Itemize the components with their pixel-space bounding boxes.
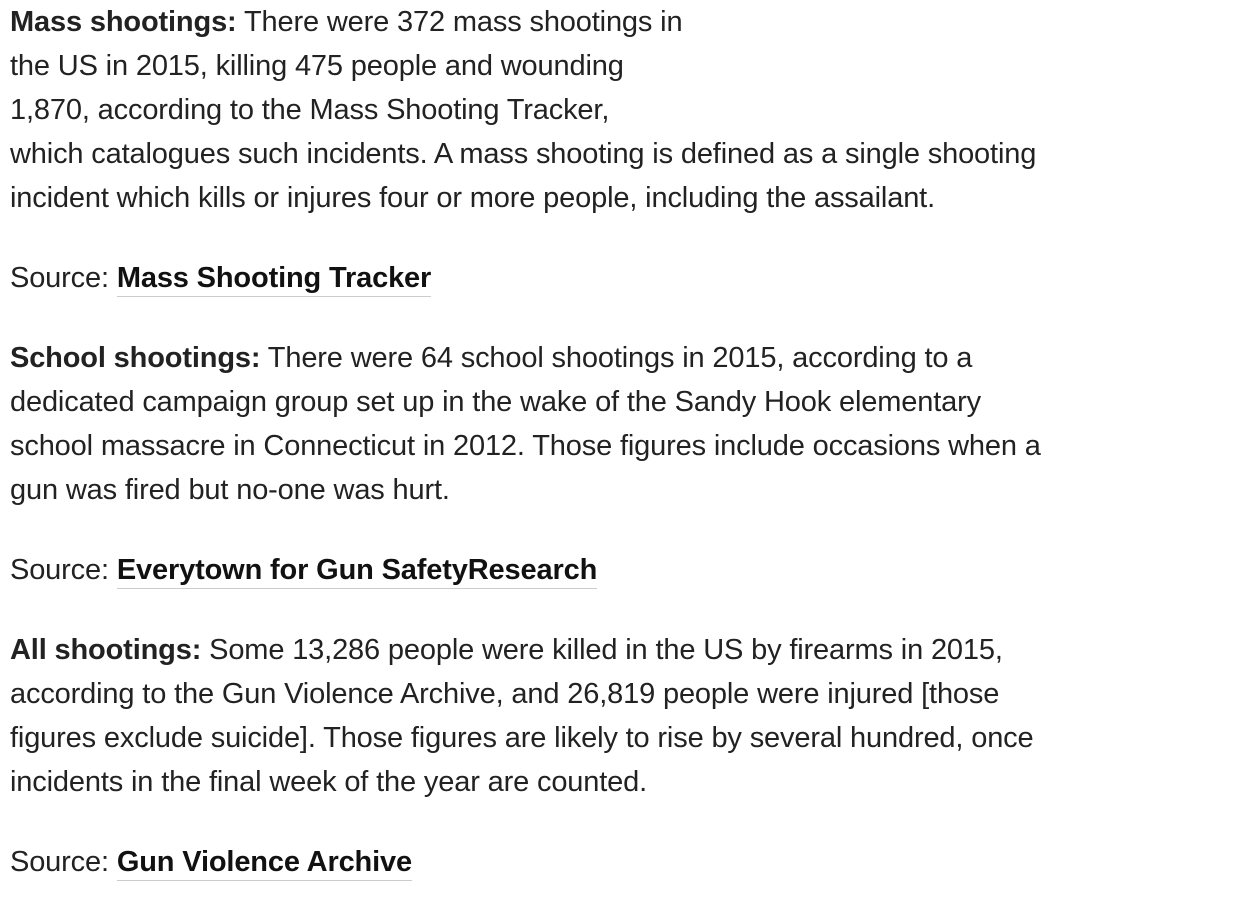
paragraph-line: the US in 2015, killing 475 people and w… [10, 50, 624, 82]
source-link-mass-shooting-tracker[interactable]: Mass Shooting Tracker [116, 262, 431, 297]
paragraph-text: There were 64 school shootings in 2015, … [267, 342, 973, 374]
mass-shootings-section: Mass shootings: There were 372 mass shoo… [10, 0, 1190, 300]
paragraph-line: which catalogues such incidents. A mass … [10, 138, 1037, 170]
source-line: Source: Gun Violence Archive [10, 840, 1190, 884]
school-shootings-paragraph: School shootings: There were 64 school s… [10, 336, 1190, 512]
paragraph-line: All shootings: Some 13,286 people were k… [10, 628, 1190, 672]
paragraph-line: gun was fired but no-one was hurt. [10, 474, 450, 506]
paragraph-line: figures exclude suicide]. Those figures … [10, 722, 1034, 754]
source-link-everytown[interactable]: Everytown for Gun SafetyResearch [116, 554, 597, 589]
paragraph-line: School shootings: There were 64 school s… [10, 336, 1190, 380]
source-link-gun-violence-archive[interactable]: Gun Violence Archive [116, 846, 412, 881]
paragraph-line: incident which kills or injures four or … [10, 182, 935, 214]
source-line: Source: Everytown for Gun SafetyResearch [10, 548, 1190, 592]
source-prefix: Source: [10, 554, 109, 586]
section-heading: All shootings: [10, 634, 202, 666]
paragraph-text: Some 13,286 people were killed in the US… [209, 634, 1003, 666]
paragraph-line: school massacre in Connecticut in 2012. … [10, 430, 1041, 462]
paragraph-text: There were 372 mass shootings in [243, 6, 683, 38]
source-prefix: Source: [10, 846, 109, 878]
source-line: Source: Mass Shooting Tracker [10, 256, 1190, 300]
paragraph-line: according to the Gun Violence Archive, a… [10, 678, 1000, 710]
source-prefix: Source: [10, 262, 109, 294]
all-shootings-section: All shootings: Some 13,286 people were k… [10, 628, 1190, 884]
paragraph-line: dedicated campaign group set up in the w… [10, 386, 981, 418]
paragraph-line: 1,870, according to the Mass Shooting Tr… [10, 94, 610, 126]
mass-shootings-paragraph: Mass shootings: There were 372 mass shoo… [10, 0, 1190, 220]
article-body: Mass shootings: There were 372 mass shoo… [10, 0, 1190, 884]
all-shootings-paragraph: All shootings: Some 13,286 people were k… [10, 628, 1190, 804]
paragraph-line: incidents in the final week of the year … [10, 766, 648, 798]
paragraph-line: Mass shootings: There were 372 mass shoo… [10, 0, 1190, 44]
section-heading: Mass shootings: [10, 6, 237, 38]
section-heading: School shootings: [10, 342, 261, 374]
school-shootings-section: School shootings: There were 64 school s… [10, 336, 1190, 592]
